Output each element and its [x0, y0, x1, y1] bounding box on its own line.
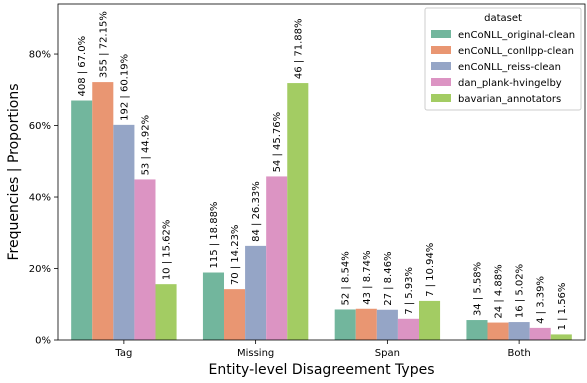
bar-value-label: 34 | 5.58%: [472, 262, 483, 316]
bar: [71, 100, 93, 340]
y-tick-label: 0%: [35, 336, 51, 347]
bar-value-label: 408 | 67.0%: [77, 36, 88, 97]
bar-value-label: 70 | 14.23%: [230, 225, 241, 286]
y-tick-label: 20%: [29, 264, 51, 275]
bar: [266, 176, 288, 340]
bar-value-label: 84 | 26.33%: [251, 181, 262, 242]
bar-value-label: 54 | 45.76%: [272, 112, 283, 173]
legend-box: [424, 7, 582, 111]
bar-value-label: 192 | 60.19%: [119, 54, 130, 121]
y-tick-label: 80%: [29, 50, 51, 61]
bar: [224, 289, 246, 340]
legend-swatch: [431, 46, 451, 54]
bar: [287, 83, 309, 340]
legend-item-label: bavarian_annotators: [458, 94, 561, 105]
bar-value-label: 7 | 10.94%: [425, 243, 436, 297]
bars-group: [71, 82, 572, 340]
legend-item-label: dan_plank-hvingelby: [458, 78, 562, 89]
bar-value-label: 24 | 4.88%: [494, 264, 505, 318]
x-tick-label: Tag: [114, 348, 132, 359]
legend-item-label: enCoNLL_original-clean: [458, 30, 575, 41]
y-tick-label: 60%: [29, 121, 51, 132]
bar: [245, 245, 267, 340]
bar: [202, 272, 225, 340]
y-axis-ticks: 0% 20% 40% 60% 80%: [29, 50, 58, 347]
bar-value-label: 7 | 5.93%: [404, 267, 415, 315]
bar: [529, 327, 551, 340]
bar-value-label: 355 | 72.15%: [98, 11, 109, 78]
bar: [376, 309, 398, 340]
bar: [419, 300, 441, 340]
bar-value-label: 16 | 5.02%: [515, 264, 526, 318]
bar-value-label: 53 | 44.92%: [140, 115, 151, 176]
y-axis-title: Frequencies | Proportions: [6, 84, 22, 261]
bar: [355, 308, 377, 340]
bar-value-label: 52 | 8.54%: [341, 251, 352, 305]
bar: [550, 334, 572, 340]
bar-value-label: 43 | 8.74%: [362, 251, 373, 305]
legend-swatch: [431, 30, 451, 38]
bar-value-label: 46 | 71.88%: [293, 18, 304, 79]
legend-item-label: enCoNLL_reiss-clean: [458, 62, 561, 73]
x-tick-label: Both: [508, 348, 531, 359]
bar: [92, 82, 114, 340]
legend-items: enCoNLL_original-clean enCoNLL_conllpp-cl…: [431, 30, 575, 105]
bar-value-label: 27 | 8.46%: [383, 252, 394, 306]
bar-labels-group: 408 | 67.0% 115 | 18.88% 52 | 8.54% 34 | 5.…: [77, 11, 568, 330]
bar: [466, 320, 488, 340]
legend-swatch: [431, 62, 451, 70]
bar: [334, 309, 356, 340]
y-tick-label: 40%: [29, 193, 51, 204]
x-tick-label: Span: [375, 348, 400, 359]
x-axis-title: Entity-level Disagreement Types: [208, 362, 434, 378]
bar-value-label: 4 | 3.39%: [536, 276, 547, 324]
bar-value-label: 10 | 15.62%: [162, 220, 173, 281]
bar: [134, 179, 156, 340]
bar: [508, 322, 530, 340]
bar: [113, 124, 135, 340]
bar: [487, 322, 509, 340]
legend-title: dataset: [484, 13, 522, 24]
legend-swatch: [431, 78, 451, 86]
bar-value-label: 115 | 18.88%: [209, 202, 220, 269]
plot-frame: [57, 3, 586, 341]
bar-value-label: 1 | 1.56%: [557, 283, 568, 331]
bar: [155, 284, 177, 340]
legend: dataset enCoNLL_original-clean enCoNLL_co…: [424, 7, 582, 111]
legend-item-label: enCoNLL_conllpp-clean: [458, 46, 574, 57]
x-tick-label: Missing: [237, 348, 274, 359]
bar: [397, 318, 419, 340]
x-axis-ticks: Tag Missing Span Both: [114, 340, 531, 359]
legend-swatch: [431, 94, 451, 102]
